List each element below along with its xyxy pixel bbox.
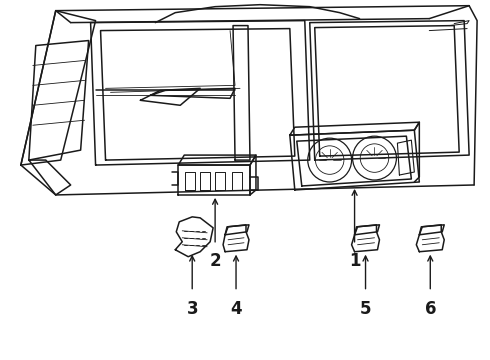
Text: 6: 6 [424, 300, 436, 318]
Text: 3: 3 [186, 300, 198, 318]
Text: 4: 4 [230, 300, 242, 318]
Text: 5: 5 [360, 300, 371, 318]
Text: 2: 2 [209, 252, 221, 270]
Text: 1: 1 [349, 252, 360, 270]
